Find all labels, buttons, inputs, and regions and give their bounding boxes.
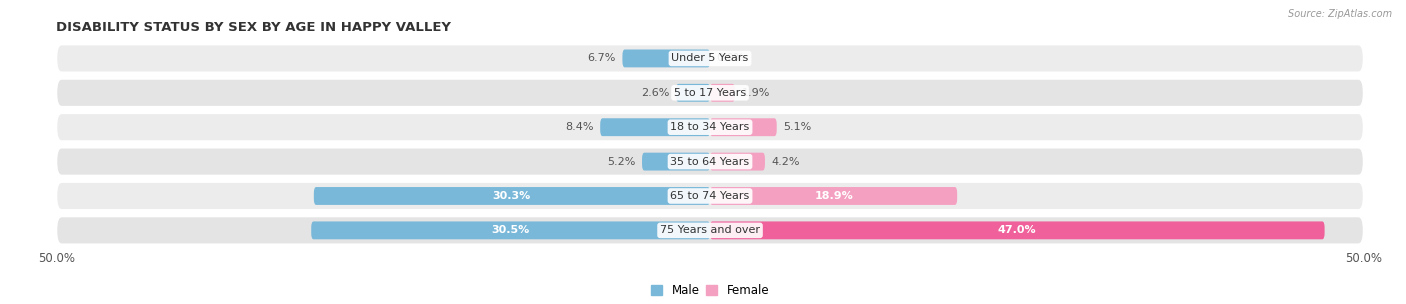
FancyBboxPatch shape <box>56 44 1364 73</box>
Text: 1.9%: 1.9% <box>741 88 770 98</box>
Text: Under 5 Years: Under 5 Years <box>672 54 748 64</box>
Text: 18.9%: 18.9% <box>814 191 853 201</box>
FancyBboxPatch shape <box>56 147 1364 176</box>
FancyBboxPatch shape <box>623 50 710 67</box>
FancyBboxPatch shape <box>56 182 1364 210</box>
FancyBboxPatch shape <box>643 153 710 171</box>
Text: 30.3%: 30.3% <box>494 191 531 201</box>
Text: 75 Years and over: 75 Years and over <box>659 225 761 235</box>
Text: 8.4%: 8.4% <box>565 122 593 132</box>
FancyBboxPatch shape <box>314 187 710 205</box>
Text: 2.6%: 2.6% <box>641 88 669 98</box>
Text: 65 to 74 Years: 65 to 74 Years <box>671 191 749 201</box>
Text: 6.7%: 6.7% <box>588 54 616 64</box>
FancyBboxPatch shape <box>56 113 1364 141</box>
FancyBboxPatch shape <box>710 153 765 171</box>
FancyBboxPatch shape <box>710 118 776 136</box>
Legend: Male, Female: Male, Female <box>645 280 775 302</box>
FancyBboxPatch shape <box>56 79 1364 107</box>
FancyBboxPatch shape <box>311 221 710 239</box>
FancyBboxPatch shape <box>676 84 710 102</box>
Text: DISABILITY STATUS BY SEX BY AGE IN HAPPY VALLEY: DISABILITY STATUS BY SEX BY AGE IN HAPPY… <box>56 21 451 34</box>
Text: 18 to 34 Years: 18 to 34 Years <box>671 122 749 132</box>
Text: 47.0%: 47.0% <box>998 225 1036 235</box>
Text: 35 to 64 Years: 35 to 64 Years <box>671 157 749 167</box>
Text: 5.1%: 5.1% <box>783 122 811 132</box>
Text: Source: ZipAtlas.com: Source: ZipAtlas.com <box>1288 9 1392 19</box>
FancyBboxPatch shape <box>56 216 1364 244</box>
FancyBboxPatch shape <box>710 84 735 102</box>
FancyBboxPatch shape <box>600 118 710 136</box>
Text: 5.2%: 5.2% <box>607 157 636 167</box>
FancyBboxPatch shape <box>710 187 957 205</box>
Text: 30.5%: 30.5% <box>492 225 530 235</box>
Text: 4.2%: 4.2% <box>772 157 800 167</box>
FancyBboxPatch shape <box>710 221 1324 239</box>
Text: 5 to 17 Years: 5 to 17 Years <box>673 88 747 98</box>
Text: 0.0%: 0.0% <box>717 54 745 64</box>
